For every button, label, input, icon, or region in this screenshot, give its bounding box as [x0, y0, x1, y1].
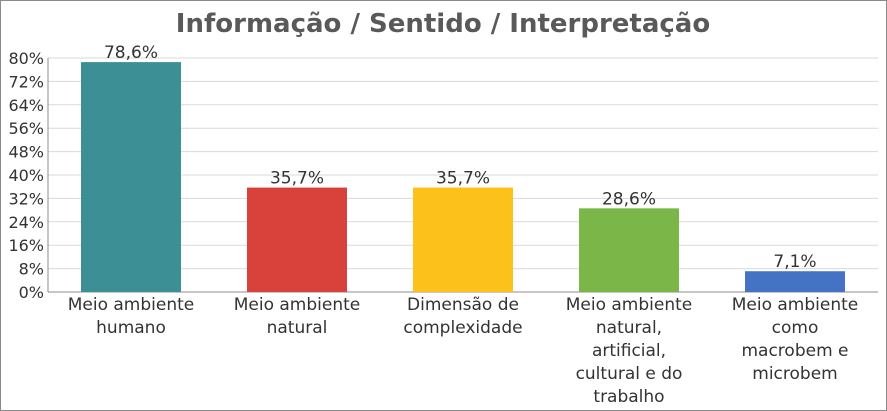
y-tick-label: 56% — [8, 119, 44, 138]
y-tick-label: 0% — [19, 283, 44, 302]
y-tick-label: 72% — [8, 72, 44, 91]
x-category-label: Meio ambiente — [68, 295, 195, 315]
x-category-label: natural — [267, 318, 328, 338]
bar — [81, 62, 181, 292]
data-label: 78,6% — [104, 43, 158, 63]
y-tick-label: 8% — [19, 260, 44, 279]
data-labels: 78,6% 35,7% 35,7% 28,6% 7,1% — [104, 43, 817, 272]
bar — [579, 208, 679, 292]
bar — [745, 271, 845, 292]
y-tick-label: 32% — [8, 189, 44, 208]
x-category-label: trabalho — [593, 387, 664, 407]
x-category-label: cultural e do — [576, 364, 683, 384]
x-category-label: Meio ambiente — [234, 295, 361, 315]
x-category-label: como — [772, 318, 819, 338]
bar — [247, 187, 347, 292]
x-category-label: Meio ambiente — [732, 295, 859, 315]
y-tick-label: 24% — [8, 213, 44, 232]
x-category-label: complexidade — [403, 318, 522, 338]
x-category-label: humano — [96, 318, 166, 338]
y-tick-label: 48% — [8, 143, 44, 162]
x-category-label: Dimensão de — [407, 295, 519, 315]
x-category-label: natural, — [596, 318, 662, 338]
y-tick-label: 80% — [8, 49, 44, 68]
y-tick-label: 40% — [8, 166, 44, 185]
data-label: 28,6% — [602, 189, 656, 209]
x-category-label: macrobem e — [741, 341, 848, 361]
y-tick-label: 64% — [8, 96, 44, 115]
x-category-label: artificial, — [592, 341, 666, 361]
y-axis-ticks: 0% 8% 16% 24% 32% 40% 48% 56% 64% 72% 80% — [8, 49, 44, 302]
x-category-label: Meio ambiente — [566, 295, 693, 315]
bar — [413, 187, 513, 292]
data-label: 7,1% — [773, 252, 816, 272]
y-tick-label: 16% — [8, 236, 44, 255]
bars — [81, 62, 845, 292]
data-label: 35,7% — [270, 169, 324, 189]
x-category-label: microbem — [752, 364, 837, 384]
chart-title: Informação / Sentido / Interpretação — [176, 9, 710, 39]
data-label: 35,7% — [436, 169, 490, 189]
x-axis-categories: Meio ambiente humano Meio ambiente natural D… — [68, 295, 859, 407]
